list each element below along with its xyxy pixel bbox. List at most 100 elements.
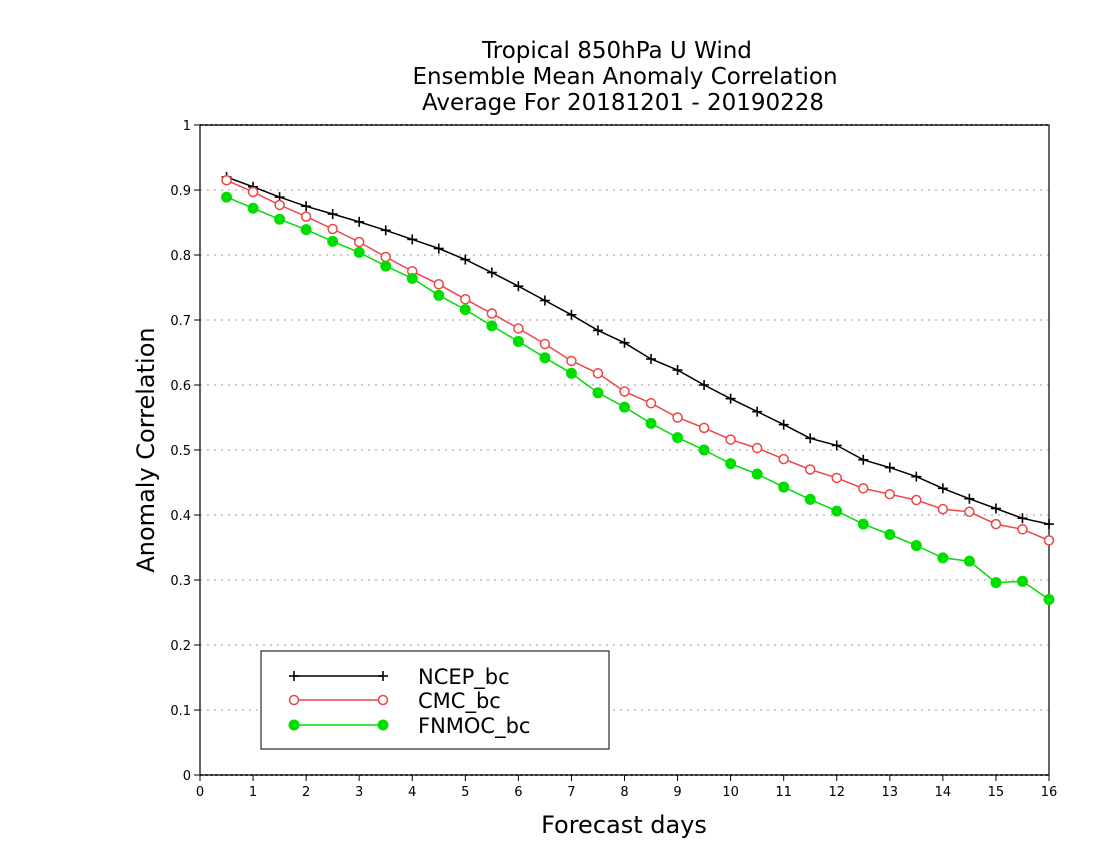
open-circle-marker: [221, 175, 232, 186]
open-circle-marker: [990, 518, 1002, 530]
filled-circle-marker: [539, 352, 551, 364]
open-circle-marker: [831, 472, 842, 484]
open-circle-marker: [964, 506, 975, 517]
chart-title-line-1: Tropical 850hPa U Wind: [481, 38, 752, 64]
filled-circle-marker: [406, 272, 418, 284]
legend-label: FNMOC_bc: [418, 714, 530, 739]
x-axis-label: Forecast days: [541, 811, 707, 839]
open-circle-marker: [858, 483, 869, 494]
open-circle-marker: [566, 355, 577, 367]
open-circle-marker: [751, 442, 763, 454]
chart-title-line-2: Ensemble Mean Anomaly Correlation: [412, 64, 837, 90]
x-tick-label: 14: [935, 785, 952, 800]
filled-circle-marker: [751, 468, 763, 480]
open-circle-marker: [513, 323, 524, 334]
axis-ticks: 0 0.1 0.2 0.3 0.4 0.5 0.6 0.7 0.8 0.9 1 0 1 2 3 4 5 6 7 8 9 1…: [170, 119, 1057, 800]
series-ncep-bc: [221, 172, 1054, 530]
open-circle-marker: [274, 199, 285, 211]
open-circle-marker: [300, 211, 312, 222]
open-circle-marker: [486, 308, 498, 319]
filled-circle-marker: [963, 555, 975, 567]
filled-circle-marker: [433, 289, 445, 301]
filled-circle-marker: [937, 552, 949, 564]
y-tick-label: 0: [183, 769, 191, 784]
y-axis-label: Anomaly Correlation: [132, 327, 160, 572]
filled-circle-marker: [592, 387, 604, 399]
open-circle-marker: [327, 223, 338, 235]
open-circle-marker: [377, 694, 389, 706]
filled-circle-marker: [288, 719, 300, 731]
chart-title-line-3: Average For 20181201 - 20190228: [422, 90, 824, 116]
x-tick-label: 6: [514, 785, 522, 800]
filled-circle-marker: [857, 518, 869, 530]
filled-circle-marker: [327, 235, 339, 247]
filled-circle-marker: [300, 224, 312, 236]
filled-circle-marker: [725, 458, 737, 470]
x-tick-label: 11: [775, 785, 792, 800]
x-tick-label: 8: [620, 785, 628, 800]
series-fnmoc-bc: [221, 191, 1055, 605]
open-circle-marker: [592, 368, 604, 379]
legend-label: NCEP_bc: [418, 665, 510, 690]
x-tick-label: 15: [988, 785, 1005, 800]
open-circle-marker: [1017, 524, 1028, 535]
series-line-ncep-bc: [226, 176, 1050, 525]
filled-circle-marker: [1043, 594, 1055, 605]
y-tick-label: 0.6: [170, 379, 191, 394]
filled-circle-marker: [672, 432, 684, 444]
open-circle-marker: [288, 694, 300, 706]
open-circle-marker: [672, 412, 683, 423]
filled-circle-marker: [274, 213, 286, 225]
y-tick-label: 0.9: [170, 184, 191, 199]
x-tick-label: 12: [828, 785, 845, 800]
filled-circle-marker: [910, 540, 922, 552]
open-circle-marker: [725, 434, 736, 445]
filled-circle-marker: [377, 719, 389, 731]
open-circle-marker: [698, 422, 710, 434]
x-tick-label: 5: [461, 785, 469, 800]
y-tick-label: 1: [183, 119, 191, 134]
open-circle-marker: [884, 488, 896, 500]
filled-circle-marker: [990, 577, 1002, 589]
filled-circle-marker: [512, 335, 524, 347]
x-tick-label: 7: [567, 785, 575, 800]
filled-circle-marker: [619, 401, 630, 413]
y-tick-label: 0.8: [170, 249, 191, 264]
open-circle-marker: [937, 503, 949, 515]
series-cmc-bc: [221, 175, 1055, 546]
x-tick-label: 16: [1041, 785, 1058, 800]
open-circle-marker: [539, 338, 551, 350]
open-circle-marker: [804, 464, 816, 475]
legend-item-fnmoc-bc: FNMOC_bc: [288, 714, 530, 739]
filled-circle-marker: [645, 417, 657, 429]
x-tick-label: 0: [196, 785, 204, 800]
filled-circle-marker: [804, 493, 816, 505]
y-tick-label: 0.3: [170, 574, 191, 589]
legend-label: CMC_bc: [418, 689, 501, 714]
filled-circle-marker: [831, 505, 843, 517]
filled-circle-marker: [884, 529, 896, 540]
filled-circle-marker: [698, 444, 710, 456]
open-circle-marker: [460, 293, 471, 305]
y-tick-label: 0.7: [170, 314, 191, 329]
x-tick-label: 1: [249, 785, 257, 800]
open-circle-marker: [911, 494, 922, 506]
chart-title: Tropical 850hPa U Wind Ensemble Mean Ano…: [412, 38, 837, 116]
legend-item-ncep-bc: NCEP_bc: [289, 665, 510, 690]
y-tick-label: 0.2: [170, 639, 191, 654]
x-tick-label: 3: [355, 785, 363, 800]
open-circle-marker: [778, 453, 789, 465]
open-circle-marker: [1043, 535, 1055, 546]
filled-circle-marker: [486, 320, 498, 332]
filled-circle-marker: [459, 304, 471, 316]
x-tick-label: 4: [408, 785, 416, 800]
open-circle-marker: [433, 279, 445, 290]
series-line-fnmoc-bc: [226, 196, 1050, 601]
open-circle-marker: [645, 397, 657, 409]
y-tick-label: 0.4: [170, 509, 191, 524]
y-tick-label: 0.5: [170, 444, 191, 459]
x-tick-label: 9: [673, 785, 681, 800]
filled-circle-marker: [565, 367, 577, 379]
y-tick-label: 0.1: [170, 704, 191, 719]
